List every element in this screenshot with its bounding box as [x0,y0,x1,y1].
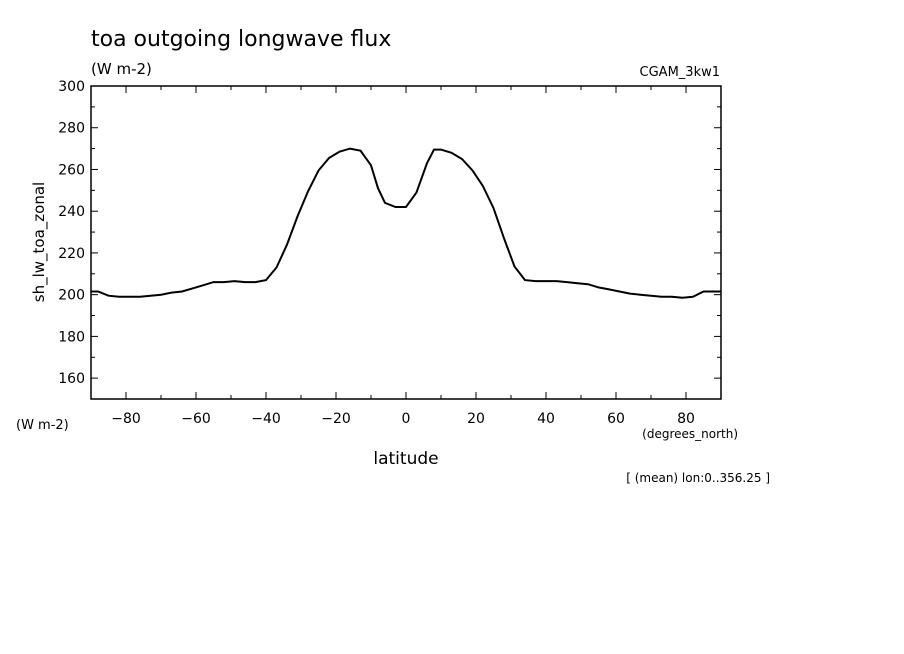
y-axis-label: sh_lw_toa_zonal [30,182,49,302]
x-tick-label: −80 [111,411,141,427]
footnote: [ (mean) lon:0..356.25 ] [626,471,770,485]
y-ticks: 160 180 200 220 240 260 280 300 [58,79,721,400]
y-tick-label: 220 [58,246,85,262]
y-tick-label: 200 [58,288,85,304]
y-units: (W m-2) [16,418,69,433]
y-tick-label: 300 [58,79,85,95]
x-tick-label: 60 [607,411,625,427]
y-tick-label: 280 [58,121,85,137]
series-line [91,147,721,299]
x-tick-label: −60 [181,411,211,427]
x-tick-label: 40 [537,411,555,427]
x-tick-label: −40 [251,411,281,427]
x-ticks: −80 −60 −40 −20 0 20 40 60 80 [90,86,722,427]
x-axis-label: latitude [373,449,438,469]
plot-frame [90,85,722,400]
x-tick-label: 80 [677,411,695,427]
dataset-label: CGAM_3kw1 [640,65,720,80]
y-tick-label: 260 [58,162,85,178]
x-units: (degrees_north) [642,427,738,441]
y-tick-label: 240 [58,204,85,220]
x-tick-label: −20 [321,411,351,427]
x-tick-label: 0 [402,411,411,427]
y-tick-label: 180 [58,329,85,345]
x-tick-label: 20 [467,411,485,427]
chart-title: toa outgoing longwave flux [91,27,391,52]
y-tick-label: 160 [58,371,85,387]
chart-subtitle: (W m-2) [91,60,152,78]
